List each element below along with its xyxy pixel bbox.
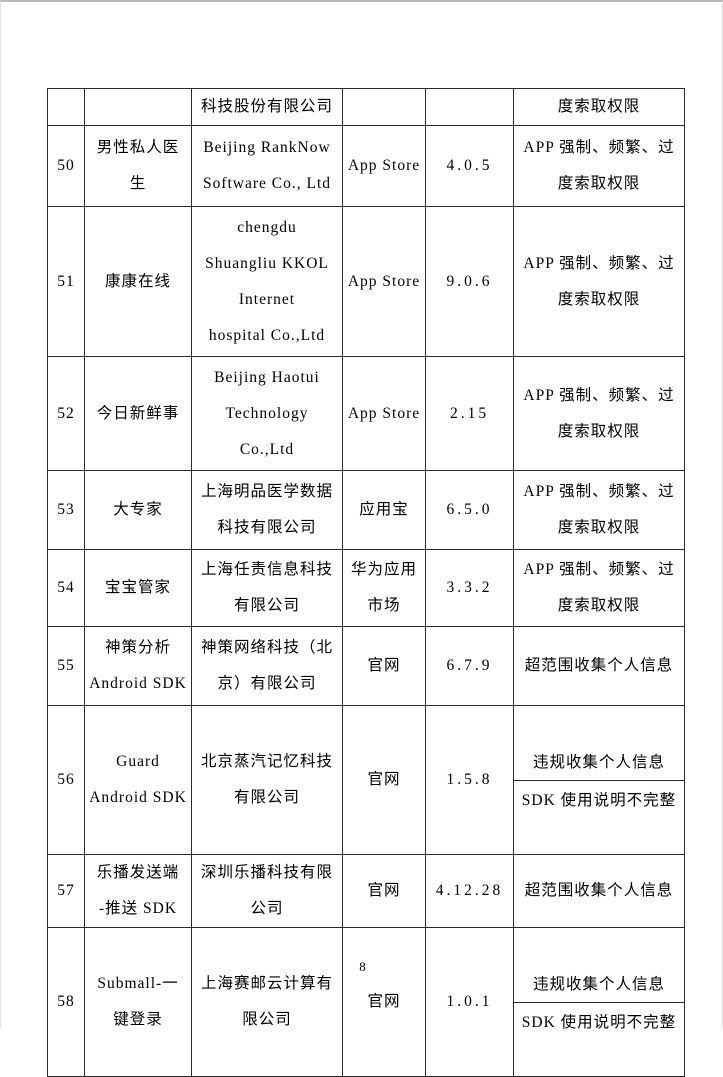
cell-serial-number — [47, 88, 85, 126]
cell-version: 9.0.6 — [425, 206, 514, 357]
cell-violation: 超范围收集个人信息 — [513, 626, 685, 706]
cell-download-source: 华为应用 市场 — [342, 549, 426, 627]
cell-version: 1.0.1 — [425, 927, 514, 1077]
table-row: 57 乐播发送端 -推送 SDK 深圳乐播科技有限 公司 官网 4.12.28 … — [47, 854, 685, 928]
table-row: 55 神策分析 Android SDK 神策网络科技（北 京）有限公司 官网 6… — [47, 626, 685, 706]
cell-app-name — [84, 88, 192, 126]
cell-app-name: 乐播发送端 -推送 SDK — [84, 854, 192, 928]
cell-version: 4.0.5 — [425, 125, 514, 207]
cell-app-name: 康康在线 — [84, 206, 192, 357]
cell-violation: 超范围收集个人信息 — [513, 854, 685, 928]
page-number: 8 — [359, 959, 366, 974]
cell-download-source: App Store — [342, 356, 426, 471]
table-row: 56 Guard Android SDK 北京蒸汽记忆科技 有限公司 官网 1.… — [47, 705, 685, 855]
cell-developer: 上海明品医学数据 科技有限公司 — [191, 470, 343, 550]
cell-violation: APP 强制、频繁、过 度索取权限 — [513, 206, 685, 357]
violation-list: 违规收集个人信息 SDK 使用说明不完整 — [514, 964, 684, 1040]
table-row: 51 康康在线 chengdu Shuangliu KKOL Internet … — [47, 206, 685, 357]
cell-violation: APP 强制、频繁、过 度索取权限 — [513, 549, 685, 627]
cell-serial-number: 51 — [47, 206, 85, 357]
cell-violation: APP 强制、频繁、过 度索取权限 — [513, 125, 685, 207]
table-row: 58 Submall-一 键登录 上海赛邮云计算有 限公司 官网 1.0.1 违… — [47, 927, 685, 1077]
cell-developer: chengdu Shuangliu KKOL Internet hospital… — [191, 206, 343, 357]
cell-app-name: 神策分析 Android SDK — [84, 626, 192, 706]
cell-violation: 度索取权限 — [513, 88, 685, 126]
cell-version: 1.5.8 — [425, 705, 514, 855]
cell-serial-number: 56 — [47, 705, 85, 855]
cell-version: 4.12.28 — [425, 854, 514, 928]
violation-item: SDK 使用说明不完整 — [521, 792, 677, 810]
cell-version: 2.15 — [425, 356, 514, 471]
violation-item: SDK 使用说明不完整 — [521, 1014, 677, 1032]
cell-serial-number: 54 — [47, 549, 85, 627]
cell-developer: 上海任责信息科技 有限公司 — [191, 549, 343, 627]
cell-download-source: 官网 — [342, 927, 426, 1077]
violation-list: 违规收集个人信息 SDK 使用说明不完整 — [514, 742, 684, 818]
table-row: 54 宝宝管家 上海任责信息科技 有限公司 华为应用 市场 3.3.2 APP … — [47, 549, 685, 627]
cell-violation: APP 强制、频繁、过 度索取权限 — [513, 356, 685, 471]
cell-serial-number: 52 — [47, 356, 85, 471]
cell-developer: Beijing RankNow Software Co., Ltd — [191, 125, 343, 207]
cell-version — [425, 88, 514, 126]
cell-developer: 北京蒸汽记忆科技 有限公司 — [191, 705, 343, 855]
cell-version: 3.3.2 — [425, 549, 514, 627]
table-row: 科技股份有限公司 度索取权限 — [47, 88, 685, 126]
table-row: 50 男性私人医 生 Beijing RankNow Software Co.,… — [47, 125, 685, 207]
cell-developer: Beijing Haotui Technology Co.,Ltd — [191, 356, 343, 471]
cell-serial-number: 53 — [47, 470, 85, 550]
table-row: 53 大专家 上海明品医学数据 科技有限公司 应用宝 6.5.0 APP 强制、… — [47, 470, 685, 550]
cell-violation: 违规收集个人信息 SDK 使用说明不完整 — [513, 927, 685, 1077]
cell-serial-number: 55 — [47, 626, 85, 706]
cell-download-source: App Store — [342, 206, 426, 357]
cell-developer: 深圳乐播科技有限 公司 — [191, 854, 343, 928]
cell-serial-number: 57 — [47, 854, 85, 928]
cell-version: 6.5.0 — [425, 470, 514, 550]
cell-app-name: Submall-一 键登录 — [84, 927, 192, 1077]
cell-version: 6.7.9 — [425, 626, 514, 706]
cell-app-name: Guard Android SDK — [84, 705, 192, 855]
cell-developer: 上海赛邮云计算有 限公司 — [191, 927, 343, 1077]
cell-app-name: 男性私人医 生 — [84, 125, 192, 207]
cell-download-source: App Store — [342, 125, 426, 207]
cell-app-name: 今日新鲜事 — [84, 356, 192, 471]
cell-developer: 科技股份有限公司 — [191, 88, 343, 126]
cell-download-source — [342, 88, 426, 126]
cell-download-source: 官网 — [342, 705, 426, 855]
cell-app-name: 大专家 — [84, 470, 192, 550]
violation-item: 违规收集个人信息 — [514, 964, 684, 1003]
cell-download-source: 官网 — [342, 626, 426, 706]
cell-serial-number: 58 — [47, 927, 85, 1077]
table-row: 52 今日新鲜事 Beijing Haotui Technology Co.,L… — [47, 356, 685, 471]
cell-developer: 神策网络科技（北 京）有限公司 — [191, 626, 343, 706]
cell-serial-number: 50 — [47, 125, 85, 207]
app-violations-table: 科技股份有限公司 度索取权限 50 男性私人医 生 Beijing RankNo… — [47, 88, 685, 1077]
cell-download-source: 应用宝 — [342, 470, 426, 550]
cell-download-source: 官网 — [342, 854, 426, 928]
cell-violation: APP 强制、频繁、过 度索取权限 — [513, 470, 685, 550]
cell-app-name: 宝宝管家 — [84, 549, 192, 627]
cell-violation: 违规收集个人信息 SDK 使用说明不完整 — [513, 705, 685, 855]
violation-item: 违规收集个人信息 — [514, 742, 684, 781]
